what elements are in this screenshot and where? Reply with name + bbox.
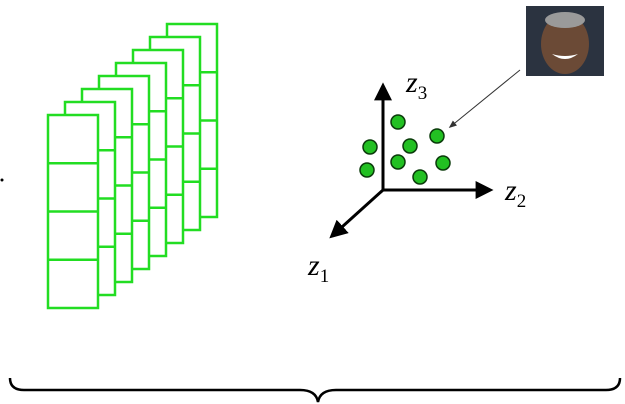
z1-axis [332, 190, 383, 236]
point [436, 156, 450, 170]
z1-label: z1 [307, 249, 329, 287]
point [430, 129, 444, 143]
z2-label: z2 [504, 174, 526, 212]
point [403, 139, 417, 153]
pointer-arrow [450, 70, 520, 127]
hair [545, 12, 585, 28]
diagram: z1 z2 z3 [0, 0, 625, 404]
point [360, 163, 374, 177]
point [391, 155, 405, 169]
point [363, 140, 377, 154]
brace [10, 378, 620, 402]
point [413, 170, 427, 184]
dot [1, 179, 4, 182]
axes [332, 86, 490, 236]
photo [526, 6, 604, 76]
z3-label: z3 [405, 66, 427, 104]
point [391, 115, 405, 129]
points [360, 115, 450, 184]
feature-stack [48, 24, 217, 308]
